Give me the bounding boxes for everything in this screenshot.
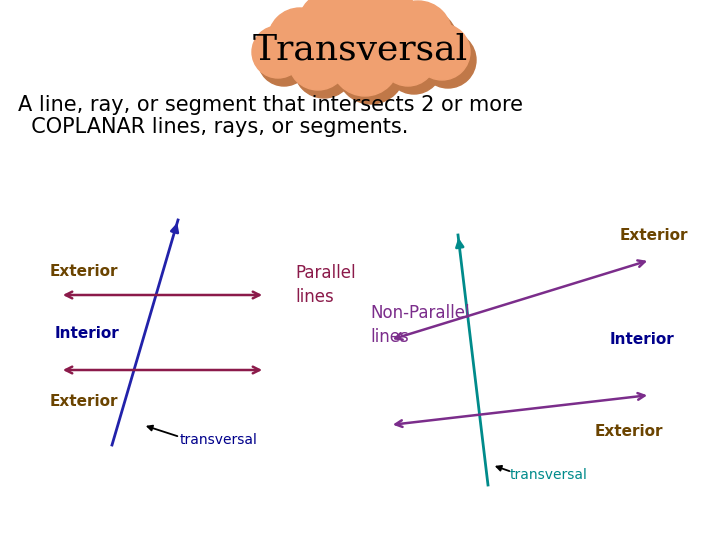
Text: transversal: transversal xyxy=(180,433,258,447)
Circle shape xyxy=(294,38,354,98)
Text: Interior: Interior xyxy=(55,326,120,341)
Text: Parallel
lines: Parallel lines xyxy=(295,264,356,307)
Text: Exterior: Exterior xyxy=(50,395,119,409)
Circle shape xyxy=(384,1,452,69)
Circle shape xyxy=(252,26,304,78)
Circle shape xyxy=(337,36,405,104)
Circle shape xyxy=(342,0,426,75)
Circle shape xyxy=(258,34,310,86)
Text: Non-Parallel
lines: Non-Parallel lines xyxy=(370,303,469,347)
Text: Interior: Interior xyxy=(610,333,675,348)
Circle shape xyxy=(390,9,458,77)
Text: Exterior: Exterior xyxy=(50,265,119,280)
Circle shape xyxy=(336,0,420,67)
Text: COPLANAR lines, rays, or segments.: COPLANAR lines, rays, or segments. xyxy=(18,117,408,137)
Circle shape xyxy=(386,38,442,94)
Circle shape xyxy=(274,16,338,80)
Text: Exterior: Exterior xyxy=(620,227,688,242)
Circle shape xyxy=(380,30,436,86)
Text: Exterior: Exterior xyxy=(595,424,664,440)
Text: transversal: transversal xyxy=(510,468,588,482)
Circle shape xyxy=(331,28,399,96)
Circle shape xyxy=(288,30,348,90)
Circle shape xyxy=(420,32,476,88)
Circle shape xyxy=(268,8,332,72)
Text: A line, ray, or segment that intersects 2 or more: A line, ray, or segment that intersects … xyxy=(18,95,523,115)
Text: Transversal: Transversal xyxy=(253,33,467,67)
Circle shape xyxy=(297,0,373,66)
Circle shape xyxy=(303,0,379,74)
Circle shape xyxy=(414,24,470,80)
